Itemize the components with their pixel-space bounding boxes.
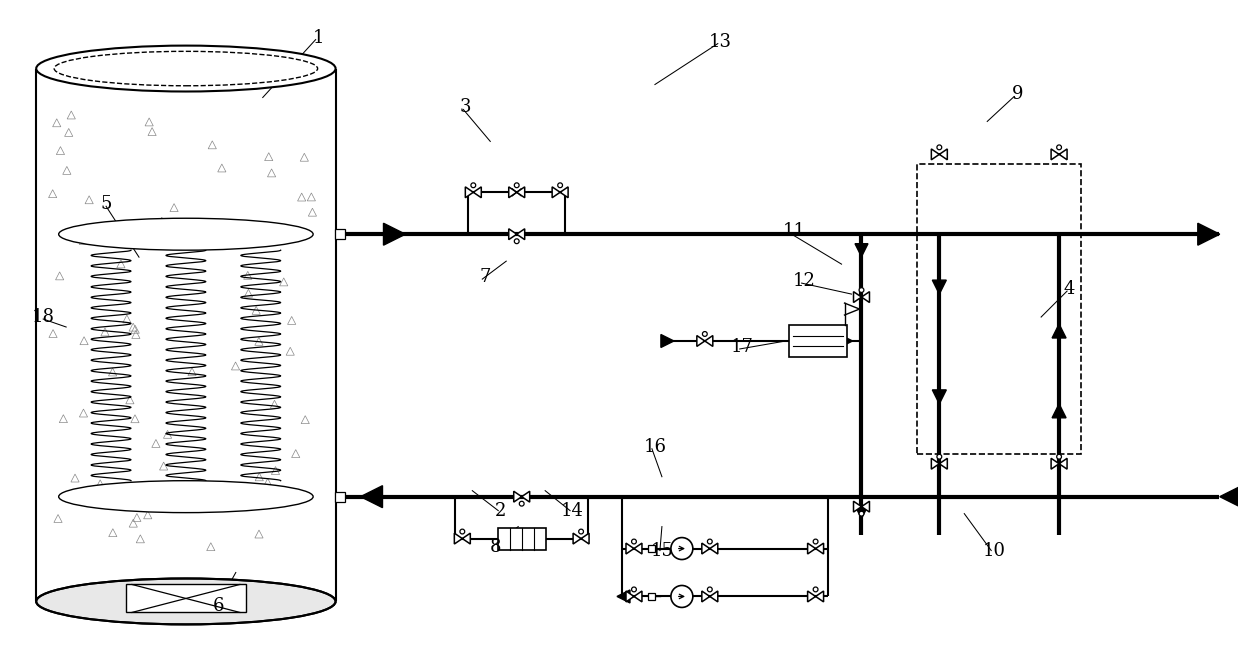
Bar: [498, 528, 545, 549]
Polygon shape: [626, 543, 642, 554]
Polygon shape: [854, 292, 870, 302]
Bar: [789, 325, 846, 357]
Polygon shape: [808, 543, 824, 554]
Polygon shape: [701, 591, 717, 602]
Bar: [335, 229, 344, 240]
Circle shape: [813, 539, 818, 544]
Circle shape: [632, 539, 637, 544]
Bar: [126, 585, 245, 612]
Ellipse shape: [58, 218, 313, 250]
Polygon shape: [933, 390, 947, 404]
Text: 1: 1: [313, 29, 325, 47]
Polygon shape: [855, 506, 869, 518]
Bar: [917, 165, 1082, 454]
Polygon shape: [1052, 404, 1066, 418]
Polygon shape: [843, 336, 852, 346]
Circle shape: [632, 587, 637, 592]
Text: 3: 3: [460, 98, 471, 116]
Polygon shape: [701, 543, 717, 554]
Polygon shape: [574, 533, 589, 544]
Polygon shape: [455, 533, 471, 544]
Text: 11: 11: [783, 222, 807, 240]
Polygon shape: [509, 187, 524, 198]
Circle shape: [670, 585, 693, 607]
Text: 14: 14: [561, 502, 584, 520]
Ellipse shape: [36, 45, 336, 92]
Bar: [648, 545, 655, 552]
Circle shape: [859, 288, 864, 292]
Text: 8: 8: [489, 538, 501, 555]
Circle shape: [813, 587, 818, 592]
Circle shape: [703, 332, 707, 337]
Polygon shape: [1051, 149, 1067, 160]
Text: 10: 10: [983, 541, 1006, 559]
Circle shape: [519, 501, 524, 506]
Circle shape: [1057, 145, 1062, 150]
Polygon shape: [1052, 324, 1066, 338]
Polygon shape: [660, 334, 674, 347]
Circle shape: [514, 239, 519, 244]
Text: 18: 18: [32, 308, 55, 326]
Polygon shape: [932, 149, 948, 160]
Polygon shape: [553, 187, 569, 198]
Polygon shape: [361, 486, 383, 508]
Text: 2: 2: [494, 502, 506, 520]
Polygon shape: [696, 336, 712, 347]
Ellipse shape: [36, 579, 336, 624]
Polygon shape: [1219, 486, 1239, 508]
Polygon shape: [1051, 458, 1067, 469]
Circle shape: [514, 183, 519, 188]
Circle shape: [859, 511, 864, 516]
Bar: [335, 492, 344, 502]
Polygon shape: [617, 590, 629, 603]
Polygon shape: [932, 458, 948, 469]
Circle shape: [460, 529, 465, 534]
Polygon shape: [384, 223, 405, 245]
Text: 9: 9: [1011, 86, 1023, 104]
Circle shape: [707, 539, 712, 544]
Text: 6: 6: [213, 597, 224, 615]
Polygon shape: [466, 187, 481, 198]
Ellipse shape: [58, 481, 313, 512]
Polygon shape: [514, 491, 530, 502]
Text: 5: 5: [100, 195, 112, 213]
Text: 15: 15: [650, 541, 673, 559]
Polygon shape: [1198, 223, 1219, 245]
Circle shape: [579, 529, 584, 534]
Polygon shape: [808, 591, 824, 602]
Circle shape: [937, 145, 942, 150]
Circle shape: [471, 183, 476, 188]
Polygon shape: [933, 280, 947, 294]
Text: 7: 7: [479, 268, 491, 286]
Text: 12: 12: [793, 272, 817, 290]
Text: 17: 17: [730, 338, 753, 356]
Circle shape: [670, 538, 693, 559]
Text: 13: 13: [709, 33, 731, 51]
Circle shape: [937, 454, 942, 459]
Polygon shape: [854, 501, 870, 512]
Polygon shape: [855, 244, 869, 257]
Circle shape: [707, 587, 712, 592]
Text: 4: 4: [1063, 280, 1074, 298]
Polygon shape: [626, 591, 642, 602]
Circle shape: [558, 183, 563, 188]
Circle shape: [1057, 454, 1062, 459]
Text: 16: 16: [643, 438, 667, 456]
Polygon shape: [509, 229, 524, 240]
Bar: [648, 593, 655, 600]
